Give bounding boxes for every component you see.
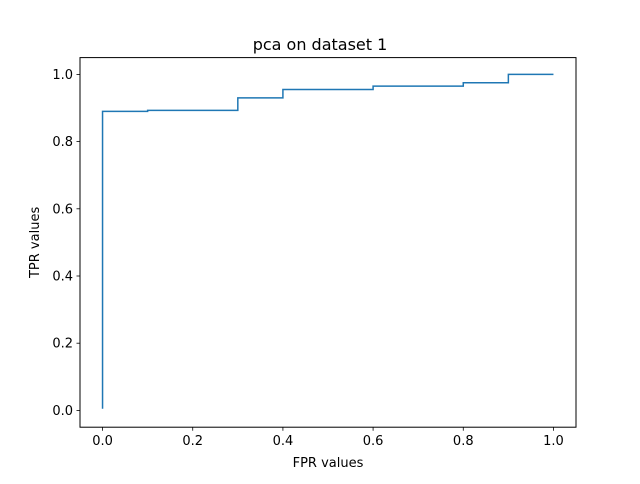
y-tick-label: 0.4 — [52, 270, 73, 285]
y-tick-label: 1.0 — [52, 68, 73, 83]
y-tick-label: 0.6 — [52, 202, 73, 217]
y-tick-label: 0.8 — [52, 135, 73, 150]
x-tick-label: 0.8 — [453, 434, 474, 449]
x-tick-label: 0.6 — [363, 434, 384, 449]
y-tick-label: 0.0 — [52, 404, 73, 419]
plot-area — [79, 57, 577, 428]
axes-frame — [79, 57, 577, 428]
series-line-roc — [101, 73, 554, 409]
series-layer — [101, 73, 554, 409]
x-tick-label: 0.4 — [273, 434, 294, 449]
x-tick-label: 0.0 — [92, 434, 113, 449]
x-tick-label: 0.2 — [182, 434, 203, 449]
chart-title: pca on dataset 1 — [253, 35, 388, 54]
y-tick-label: 0.2 — [52, 337, 73, 352]
x-axis-label: FPR values — [293, 456, 364, 471]
y-axis-ticks: 0.0 0.2 0.4 0.6 0.8 1.0 — [52, 68, 80, 419]
x-axis-ticks: 0.0 0.2 0.4 0.6 0.8 1.0 — [92, 427, 564, 449]
y-axis-label: TPR values — [28, 207, 43, 279]
x-tick-label: 1.0 — [543, 434, 564, 449]
